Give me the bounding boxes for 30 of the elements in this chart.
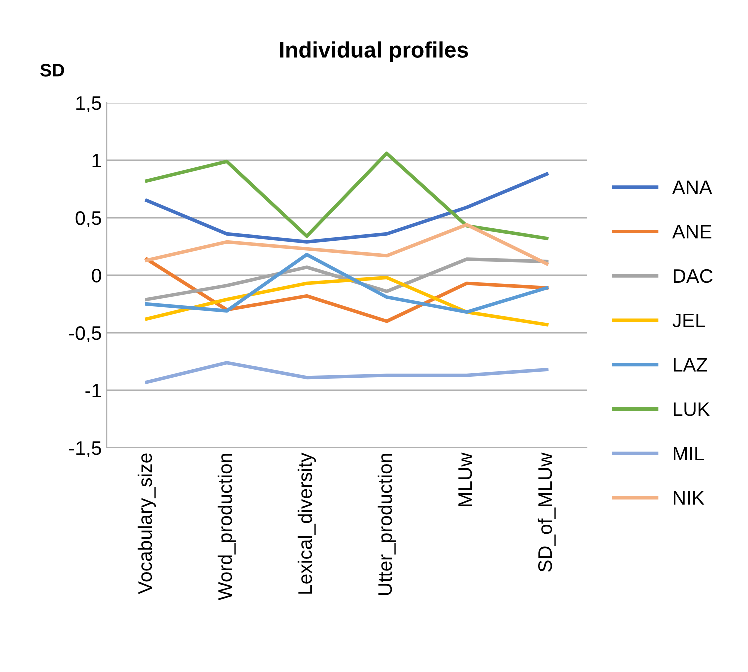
x-tick-label: Word_production [218, 454, 236, 600]
line-series [145, 258, 549, 324]
line-series [145, 152, 549, 240]
legend-label: MIL [674, 447, 704, 460]
legend-label: JEL [672, 314, 706, 328]
legend-label: LAZ [674, 358, 708, 372]
line-series [145, 223, 549, 266]
line-series [145, 361, 549, 384]
x-tick-label: MLUw [458, 452, 472, 506]
y-tick-label: -1 [86, 384, 102, 398]
chart-title: Individual profiles [280, 42, 468, 62]
line-series [145, 276, 549, 327]
line-series [145, 172, 549, 244]
y-tick-label: 1,5 [76, 96, 102, 113]
x-tick-label: Vocabulary_size [138, 454, 156, 594]
y-tick-label: -1,5 [70, 442, 102, 458]
y-axis-title: SD [40, 64, 64, 77]
y-tick-label: 0 [92, 268, 102, 283]
x-tick-label: Lexical_diversity [298, 452, 316, 594]
x-tick-label: SD_of_MLUw [538, 452, 556, 572]
y-tick-label: 0,5 [76, 211, 102, 228]
x-tick-label: Utter_production [378, 454, 396, 596]
y-tick-label: -0,5 [70, 326, 102, 343]
y-tick-label: 1 [92, 154, 102, 168]
legend-label: ANE [672, 225, 712, 239]
legend-label: ANA [672, 180, 712, 194]
legend-label: DAC [674, 269, 713, 284]
legend-label: NIK [674, 491, 705, 505]
line-series [145, 253, 549, 314]
legend-label: LUK [674, 402, 710, 416]
